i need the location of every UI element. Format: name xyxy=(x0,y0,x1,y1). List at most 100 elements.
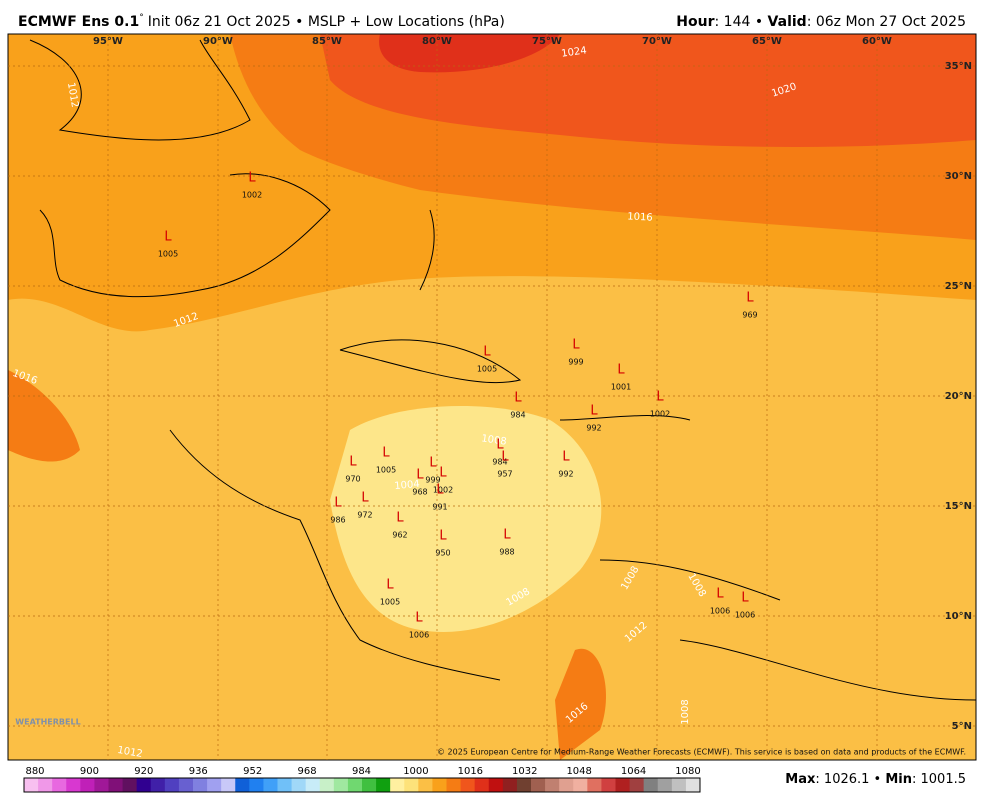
colorbar-swatch xyxy=(432,778,447,792)
map xyxy=(8,34,976,760)
colorbar-swatch xyxy=(587,778,602,792)
low-marker: L xyxy=(415,611,423,626)
min: : 1001.5 xyxy=(912,772,966,787)
colorbar-tick-label: 1080 xyxy=(675,766,700,777)
low-marker: L xyxy=(496,438,504,453)
lat-label: 25°N xyxy=(945,281,972,292)
low-pressure: 969 xyxy=(742,311,757,320)
low-pressure: 970 xyxy=(345,475,360,484)
colorbar: 880 900 920 936 952 968 984 1000 1016 1032 1048 106… xyxy=(23,766,701,793)
colorbar-tick-label: 900 xyxy=(80,766,99,777)
colorbar-swatch xyxy=(24,778,39,792)
low-marker: L xyxy=(439,529,447,544)
colorbar-swatch xyxy=(136,778,152,792)
low-pressure: 1005 xyxy=(376,466,396,475)
low-marker: L xyxy=(716,587,724,602)
colorbar-swatch xyxy=(347,778,363,792)
low-marker: L xyxy=(382,446,390,461)
lat-label: 10°N xyxy=(945,611,972,622)
colorbar-swatch xyxy=(263,778,278,792)
footer: Max: 1026.1 • Min: 1001.5 xyxy=(785,772,966,787)
colorbar-swatch xyxy=(122,778,138,792)
lat-label: 30°N xyxy=(945,171,972,182)
contour-label: 1008 xyxy=(481,433,508,447)
model: ECMWF Ens 0.1 xyxy=(18,14,139,30)
colorbar-swatch xyxy=(235,778,250,792)
low-pressure: 962 xyxy=(392,531,407,540)
colorbar-swatch xyxy=(249,778,264,792)
lat-label: 20°N xyxy=(945,391,972,402)
header-right: Hour: 144 • Valid: 06z Mon 27 Oct 2025 xyxy=(676,14,966,30)
colorbar-tick-label: 984 xyxy=(352,766,371,777)
low-marker: L xyxy=(503,528,511,543)
low-marker: L xyxy=(483,345,491,360)
low-pressure: 1001 xyxy=(611,383,631,392)
low-marker: L xyxy=(439,466,447,481)
copyright: © 2025 European Centre for Medium-Range … xyxy=(437,748,966,757)
lon-label: 90°W xyxy=(203,36,233,47)
low-marker: L xyxy=(746,291,754,306)
colorbar-swatch xyxy=(404,778,419,792)
colorbar-swatch xyxy=(38,778,53,792)
colorbar-swatch xyxy=(305,778,321,792)
low-pressure: 957 xyxy=(497,470,512,479)
colorbar-swatch xyxy=(531,778,546,792)
low-pressure: 999 xyxy=(568,358,583,367)
field-1004 xyxy=(330,406,602,632)
low-marker: L xyxy=(429,456,437,471)
hour: : 144 • xyxy=(715,14,768,30)
colorbar-swatch xyxy=(150,778,166,792)
low-marker: L xyxy=(361,491,369,506)
colorbar-swatch xyxy=(390,778,405,792)
colorbar-swatch xyxy=(573,778,588,792)
low-marker: L xyxy=(386,578,394,593)
field-1024 xyxy=(379,34,560,73)
low-pressure: 999 xyxy=(425,476,440,485)
colorbar-swatch xyxy=(502,778,518,792)
max: : 1026.1 • xyxy=(815,772,885,787)
colorbar-tick-label: 880 xyxy=(25,766,44,777)
colorbar-tick-label: 920 xyxy=(134,766,153,777)
colorbar-swatch xyxy=(66,778,81,792)
colorbar-swatch xyxy=(516,778,532,792)
colorbar-frame xyxy=(23,777,701,793)
colorbar-swatch xyxy=(207,778,222,792)
low-marker: L xyxy=(349,455,357,470)
contour-label: 1012 xyxy=(116,745,143,760)
colorbar-swatch xyxy=(601,778,616,792)
colorbar-swatch xyxy=(629,778,645,792)
low-marker: L xyxy=(416,468,424,483)
field-1016-south xyxy=(555,648,606,760)
lon-label: 70°W xyxy=(642,36,672,47)
valid-label: Valid xyxy=(768,14,807,30)
low-pressure: 1005 xyxy=(158,250,178,259)
colorbar-swatch xyxy=(193,778,208,792)
colorbar-swatch xyxy=(80,778,95,792)
low-pressure: 1002 xyxy=(433,486,453,495)
hour-label: Hour xyxy=(676,14,714,30)
low-pressure: 1002 xyxy=(242,191,262,200)
low-marker: L xyxy=(741,591,749,606)
colorbar-swatch xyxy=(418,778,433,792)
contour-label: 1008 xyxy=(680,699,691,724)
colorbar-swatch xyxy=(319,778,335,792)
colorbar-tick-label: 1064 xyxy=(621,766,646,777)
lon-label: 95°W xyxy=(93,36,123,47)
low-marker: L xyxy=(334,496,342,511)
colorbar-swatch xyxy=(178,778,194,792)
lat-label: 35°N xyxy=(945,61,972,72)
colorbar-swatch xyxy=(671,778,687,792)
low-marker: L xyxy=(501,450,509,465)
low-pressure: 992 xyxy=(586,424,601,433)
low-pressure: 1005 xyxy=(477,365,497,374)
low-marker: L xyxy=(656,390,664,405)
contour-label: 1024 xyxy=(561,45,588,59)
colorbar-swatch xyxy=(291,778,307,792)
logo: WEATHERBELL xyxy=(15,718,80,727)
lon-label: 75°W xyxy=(532,36,562,47)
low-marker: L xyxy=(436,483,444,498)
colorbar-tick-label: 1016 xyxy=(458,766,483,777)
colorbar-swatch xyxy=(94,778,109,792)
low-pressure: 1006 xyxy=(710,607,730,616)
